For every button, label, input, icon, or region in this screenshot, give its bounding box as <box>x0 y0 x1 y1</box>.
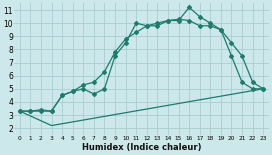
X-axis label: Humidex (Indice chaleur): Humidex (Indice chaleur) <box>82 143 201 152</box>
